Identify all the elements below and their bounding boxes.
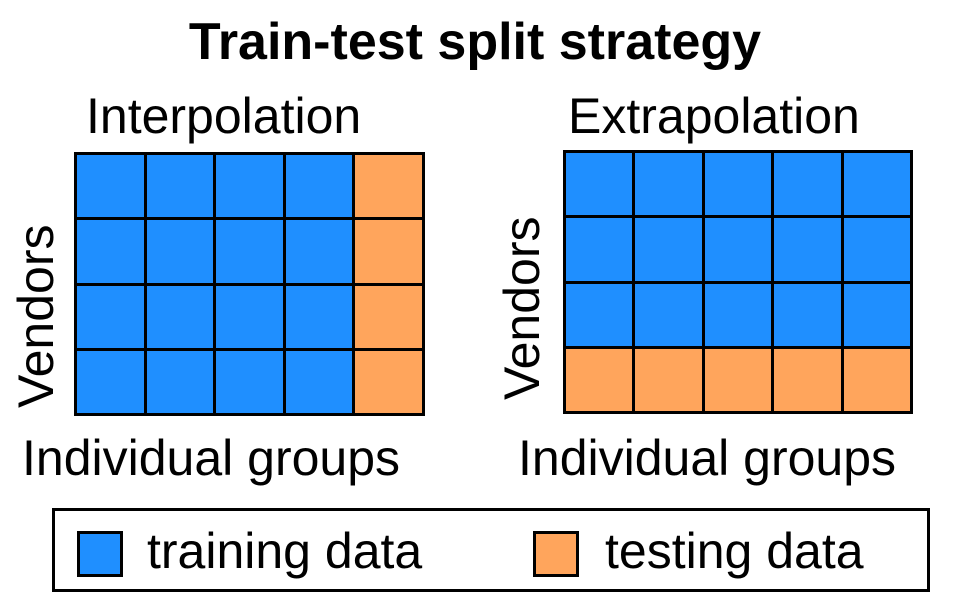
grid-cell-testing xyxy=(355,220,422,283)
grid-cell-training xyxy=(774,283,841,346)
panel-xlabel-extrapolation: Individual groups xyxy=(518,430,897,486)
grid-cell-training xyxy=(77,350,144,413)
legend-label-training: training data xyxy=(147,523,423,579)
figure-title: Train-test split strategy xyxy=(188,13,762,71)
grid-cell-training xyxy=(774,153,841,216)
grid-cell-training xyxy=(704,218,772,281)
grid-cell-testing xyxy=(355,285,422,348)
grid-cell-training xyxy=(704,153,772,216)
grid-cell-training xyxy=(146,155,214,218)
grid-cell-testing xyxy=(774,348,841,411)
grid-cell-training xyxy=(146,350,214,413)
grid-cell-training xyxy=(285,155,353,218)
split-grid-interpolation xyxy=(74,152,425,416)
grid-cell-training xyxy=(77,155,144,218)
panel-title-interpolation: Interpolation xyxy=(86,88,362,144)
grid-cell-training xyxy=(566,153,633,216)
split-grid-extrapolation xyxy=(563,150,913,414)
grid-cell-training xyxy=(843,218,910,281)
legend-label-testing: testing data xyxy=(605,523,864,579)
grid-cell-testing xyxy=(704,348,772,411)
grid-cell-training xyxy=(146,220,214,283)
grid-cell-testing xyxy=(843,348,910,411)
legend-swatch-training xyxy=(77,531,123,577)
grid-cell-training xyxy=(146,285,214,348)
grid-cell-training xyxy=(77,285,144,348)
grid-cell-training xyxy=(774,218,841,281)
grid-cell-training xyxy=(635,218,702,281)
grid-cell-training xyxy=(77,220,144,283)
legend: training data testing data xyxy=(52,508,930,592)
panel-xlabel-interpolation: Individual groups xyxy=(22,430,401,486)
grid-cell-training xyxy=(704,283,772,346)
grid-cell-training xyxy=(285,220,353,283)
panel-ylabel-interpolation: Vendors xyxy=(8,224,64,408)
grid-cell-training xyxy=(843,283,910,346)
grid-cell-testing xyxy=(635,348,702,411)
grid-cell-training xyxy=(566,218,633,281)
legend-swatch-testing xyxy=(533,531,579,577)
grid-cell-training xyxy=(285,350,353,413)
panel-ylabel-extrapolation: Vendors xyxy=(494,216,550,400)
grid-cell-training xyxy=(635,153,702,216)
grid-cell-training xyxy=(216,220,283,283)
grid-cell-training xyxy=(843,153,910,216)
grid-cell-testing xyxy=(566,348,633,411)
grid-cell-training xyxy=(216,350,283,413)
grid-cell-training xyxy=(635,283,702,346)
grid-cell-training xyxy=(285,285,353,348)
grid-cell-training xyxy=(566,283,633,346)
grid-cell-testing xyxy=(355,350,422,413)
grid-cell-training xyxy=(216,155,283,218)
grid-cell-testing xyxy=(355,155,422,218)
grid-cell-training xyxy=(216,285,283,348)
panel-title-extrapolation: Extrapolation xyxy=(568,88,860,144)
